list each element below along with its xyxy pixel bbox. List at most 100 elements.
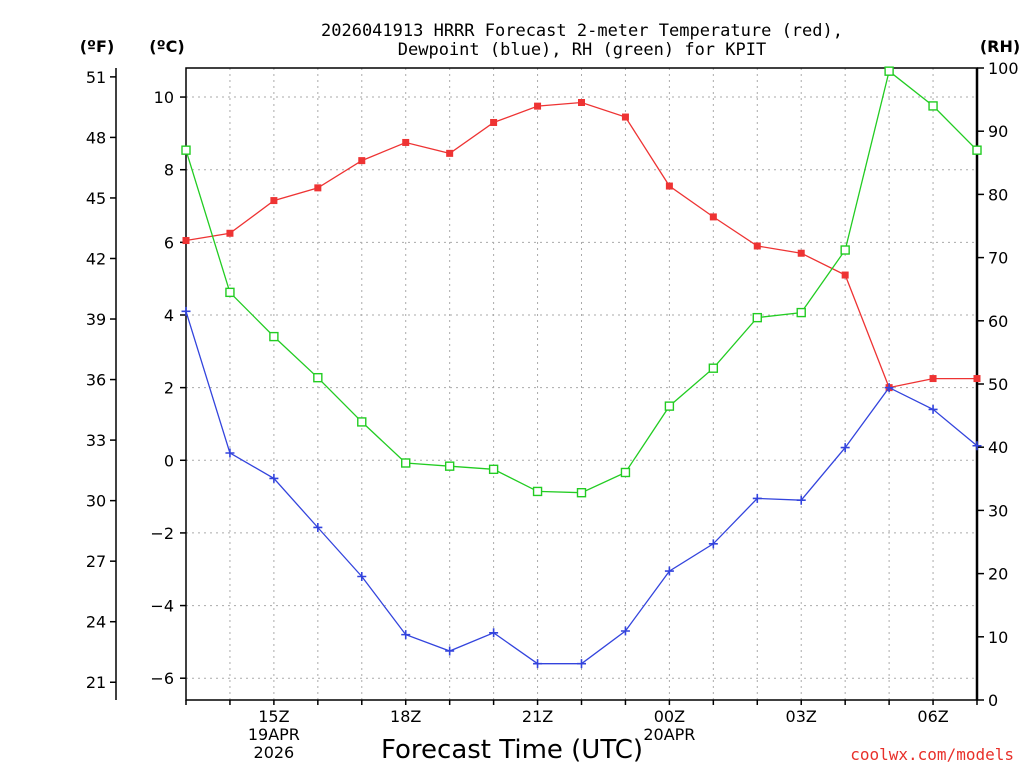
dewpoint-point bbox=[445, 646, 455, 656]
dewpoint-point bbox=[269, 473, 279, 483]
dewpoint-point bbox=[577, 659, 586, 669]
rh-point bbox=[269, 331, 279, 342]
dewpoint-point bbox=[401, 630, 411, 640]
rh-point bbox=[664, 401, 675, 411]
fahrenheit-tick-label: 48 bbox=[86, 128, 106, 147]
fahrenheit-tick-label: 51 bbox=[86, 68, 106, 87]
rh-tick-label: 90 bbox=[988, 122, 1008, 141]
rh-tick-label: 50 bbox=[988, 375, 1008, 394]
dewpoint-point bbox=[708, 539, 718, 549]
temperature-point bbox=[973, 375, 981, 383]
time-tick-label: 03Z bbox=[786, 707, 817, 726]
chart-subtitle: Dewpoint (blue), RH (green) for KPIT bbox=[398, 40, 766, 60]
temperature-point bbox=[358, 157, 366, 165]
fahrenheit-tick-label: 30 bbox=[86, 492, 106, 511]
time-tick-label: 20APR bbox=[643, 725, 695, 744]
rh-point bbox=[840, 245, 850, 255]
temperature-point bbox=[929, 375, 937, 383]
rh-point bbox=[488, 464, 499, 475]
rh-point bbox=[444, 461, 455, 471]
temperature-point bbox=[797, 249, 805, 257]
rh-axis: 0 10 20 30 40 50 60 70 80 90 100 bbox=[977, 59, 1019, 710]
time-tick-label: 00Z bbox=[654, 707, 685, 726]
chart-title: 2026041913 HRRR Forecast 2-meter Tempera… bbox=[321, 21, 843, 41]
celsius-tick-label: 6 bbox=[164, 233, 174, 252]
rh-point bbox=[532, 486, 543, 497]
fahrenheit-unit-label: (ºF) bbox=[80, 37, 115, 56]
temperature-point bbox=[314, 184, 322, 192]
rh-point bbox=[708, 363, 719, 373]
fahrenheit-tick-label: 39 bbox=[86, 310, 106, 329]
celsius-tick-label: 8 bbox=[164, 161, 174, 180]
rh-point bbox=[884, 66, 894, 76]
rh-point bbox=[313, 372, 323, 383]
rh-point bbox=[225, 287, 235, 298]
dewpoint-point bbox=[620, 626, 630, 636]
rh-tick-label: 30 bbox=[988, 501, 1008, 520]
celsius-tick-label: −6 bbox=[150, 669, 174, 688]
rh-tick-label: 10 bbox=[988, 628, 1008, 647]
temperature-point bbox=[182, 237, 190, 245]
celsius-tick-label: −4 bbox=[150, 597, 174, 616]
dewpoint-point bbox=[840, 443, 850, 453]
temperature-point bbox=[226, 229, 234, 237]
time-tick-label: 19APR bbox=[248, 725, 300, 744]
celsius-axis: −6 −4 −2 0 2 4 6 8 10 bbox=[150, 88, 186, 688]
temperature-point bbox=[665, 182, 673, 190]
series-layer bbox=[181, 66, 982, 669]
rh-tick-label: 20 bbox=[988, 565, 1008, 584]
fahrenheit-tick-label: 42 bbox=[86, 249, 106, 268]
rh-tick-label: 0 bbox=[988, 691, 998, 710]
dewpoint-point bbox=[664, 566, 674, 576]
x-axis-label: Forecast Time (UTC) bbox=[381, 735, 643, 765]
dewpoint-point bbox=[313, 522, 323, 532]
dewpoint-point bbox=[972, 441, 982, 451]
rh-unit-label: (RH) bbox=[980, 37, 1020, 56]
fahrenheit-axis: 21 24 27 30 33 36 39 42 45 48 51 bbox=[86, 68, 116, 692]
dewpoint-point bbox=[884, 383, 894, 393]
celsius-tick-label: 10 bbox=[154, 88, 174, 107]
rh-point bbox=[181, 145, 191, 155]
temperature-point bbox=[709, 213, 717, 221]
celsius-tick-label: 4 bbox=[164, 306, 174, 325]
fahrenheit-tick-label: 36 bbox=[86, 371, 106, 390]
time-tick-label: 15Z bbox=[258, 707, 289, 726]
rh-tick-label: 40 bbox=[988, 438, 1008, 457]
dewpoint-point bbox=[357, 572, 367, 582]
credit-text: coolwx.com/models bbox=[850, 745, 1014, 764]
gridlines bbox=[185, 68, 978, 700]
rh-point bbox=[972, 145, 982, 155]
celsius-tick-label: 0 bbox=[164, 451, 174, 470]
rh-tick-label: 60 bbox=[988, 312, 1008, 331]
rh-point bbox=[796, 307, 806, 318]
celsius-tick-label: 2 bbox=[164, 379, 174, 398]
temperature-point bbox=[753, 242, 761, 250]
dewpoint-point bbox=[489, 628, 499, 638]
dewpoint-point bbox=[796, 495, 806, 505]
rh-point bbox=[401, 458, 411, 468]
rh-point bbox=[576, 488, 587, 498]
dewpoint-point bbox=[752, 493, 762, 503]
dewpoint-point bbox=[225, 448, 235, 458]
dewpoint-point bbox=[533, 659, 543, 669]
time-tick-label: 2026 bbox=[254, 743, 295, 762]
rh-point bbox=[620, 467, 631, 478]
dewpoint-point bbox=[928, 404, 938, 414]
fahrenheit-tick-label: 24 bbox=[86, 613, 106, 632]
time-tick-label: 06Z bbox=[917, 707, 948, 726]
rh-point bbox=[752, 312, 762, 323]
temperature-point bbox=[402, 138, 410, 146]
fahrenheit-tick-label: 45 bbox=[86, 189, 106, 208]
temperature-point bbox=[490, 118, 498, 126]
rh-tick-label: 80 bbox=[988, 185, 1008, 204]
dewpoint-point bbox=[181, 306, 191, 316]
temperature-point bbox=[534, 102, 542, 110]
fahrenheit-tick-label: 27 bbox=[86, 552, 106, 571]
rh-tick-label: 70 bbox=[988, 249, 1008, 268]
temperature-point bbox=[578, 99, 585, 107]
time-tick-label: 18Z bbox=[390, 707, 421, 726]
rh-point bbox=[928, 101, 938, 111]
time-tick-label: 21Z bbox=[522, 707, 553, 726]
